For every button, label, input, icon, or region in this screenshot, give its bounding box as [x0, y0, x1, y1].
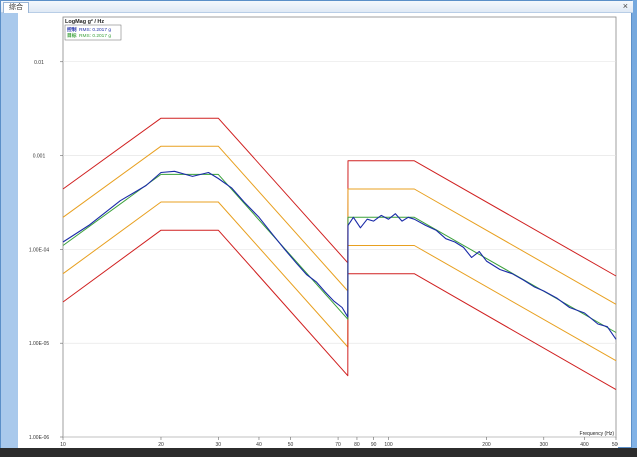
legend-box [64, 24, 122, 41]
x-tick-label: 90 [371, 442, 377, 448]
x-tick-label: 50 [288, 442, 294, 448]
chart-window: 综合 × 0.01 0.001 1.00E-04 1.00E-05 1.00E-06 10… [0, 0, 633, 449]
y-tick-label: 1.00E-06 [29, 435, 50, 441]
plot-area [62, 16, 617, 438]
left-side-strip [1, 13, 18, 449]
x-tick-label: 10 [60, 442, 66, 448]
psd-chart: 0.01 0.001 1.00E-04 1.00E-05 1.00E-06 10 20 30 4… [29, 16, 620, 448]
tab-overview[interactable]: 综合 [3, 2, 29, 13]
series-target-line [62, 173, 617, 333]
legend-entry-name: 控制 [67, 26, 77, 33]
series-control-line [62, 170, 617, 340]
close-icon[interactable]: × [622, 1, 628, 11]
y-axis-label: LogMag g² / Hz [65, 18, 104, 25]
legend-entry-rms: RMS: 0.2017 g [79, 27, 111, 33]
bottom-strip [0, 448, 637, 457]
plot-frame: 0.01 0.001 1.00E-04 1.00E-05 1.00E-06 10 20 30 4… [18, 13, 620, 449]
x-tick-label: 20 [158, 442, 164, 448]
x-tick-label: 70 [335, 442, 341, 448]
y-tick-label: 0.001 [33, 154, 46, 160]
y-tick-label: 0.01 [34, 60, 44, 66]
series-lower-abort-line [62, 229, 617, 391]
window-titlebar: 综合 × [1, 1, 633, 13]
y-tick-label: 1.00E-05 [29, 341, 50, 347]
legend-entry-rms: RMS: 0.2017 g [79, 33, 111, 39]
legend-entry-name: 目标 [67, 32, 77, 39]
x-axis-label: Frequency (Hz) [580, 431, 615, 437]
x-tick-label: 400 [580, 442, 589, 448]
y-tick-label: 1.00E-04 [29, 247, 50, 253]
x-tick-label: 200 [482, 442, 491, 448]
x-tick-label: 30 [216, 442, 222, 448]
x-tick-label: 40 [256, 442, 262, 448]
x-tick-label: 500 [612, 442, 618, 448]
x-tick-label: 100 [384, 442, 393, 448]
x-tick-label: 80 [354, 442, 360, 448]
x-tick-label: 300 [540, 442, 549, 448]
